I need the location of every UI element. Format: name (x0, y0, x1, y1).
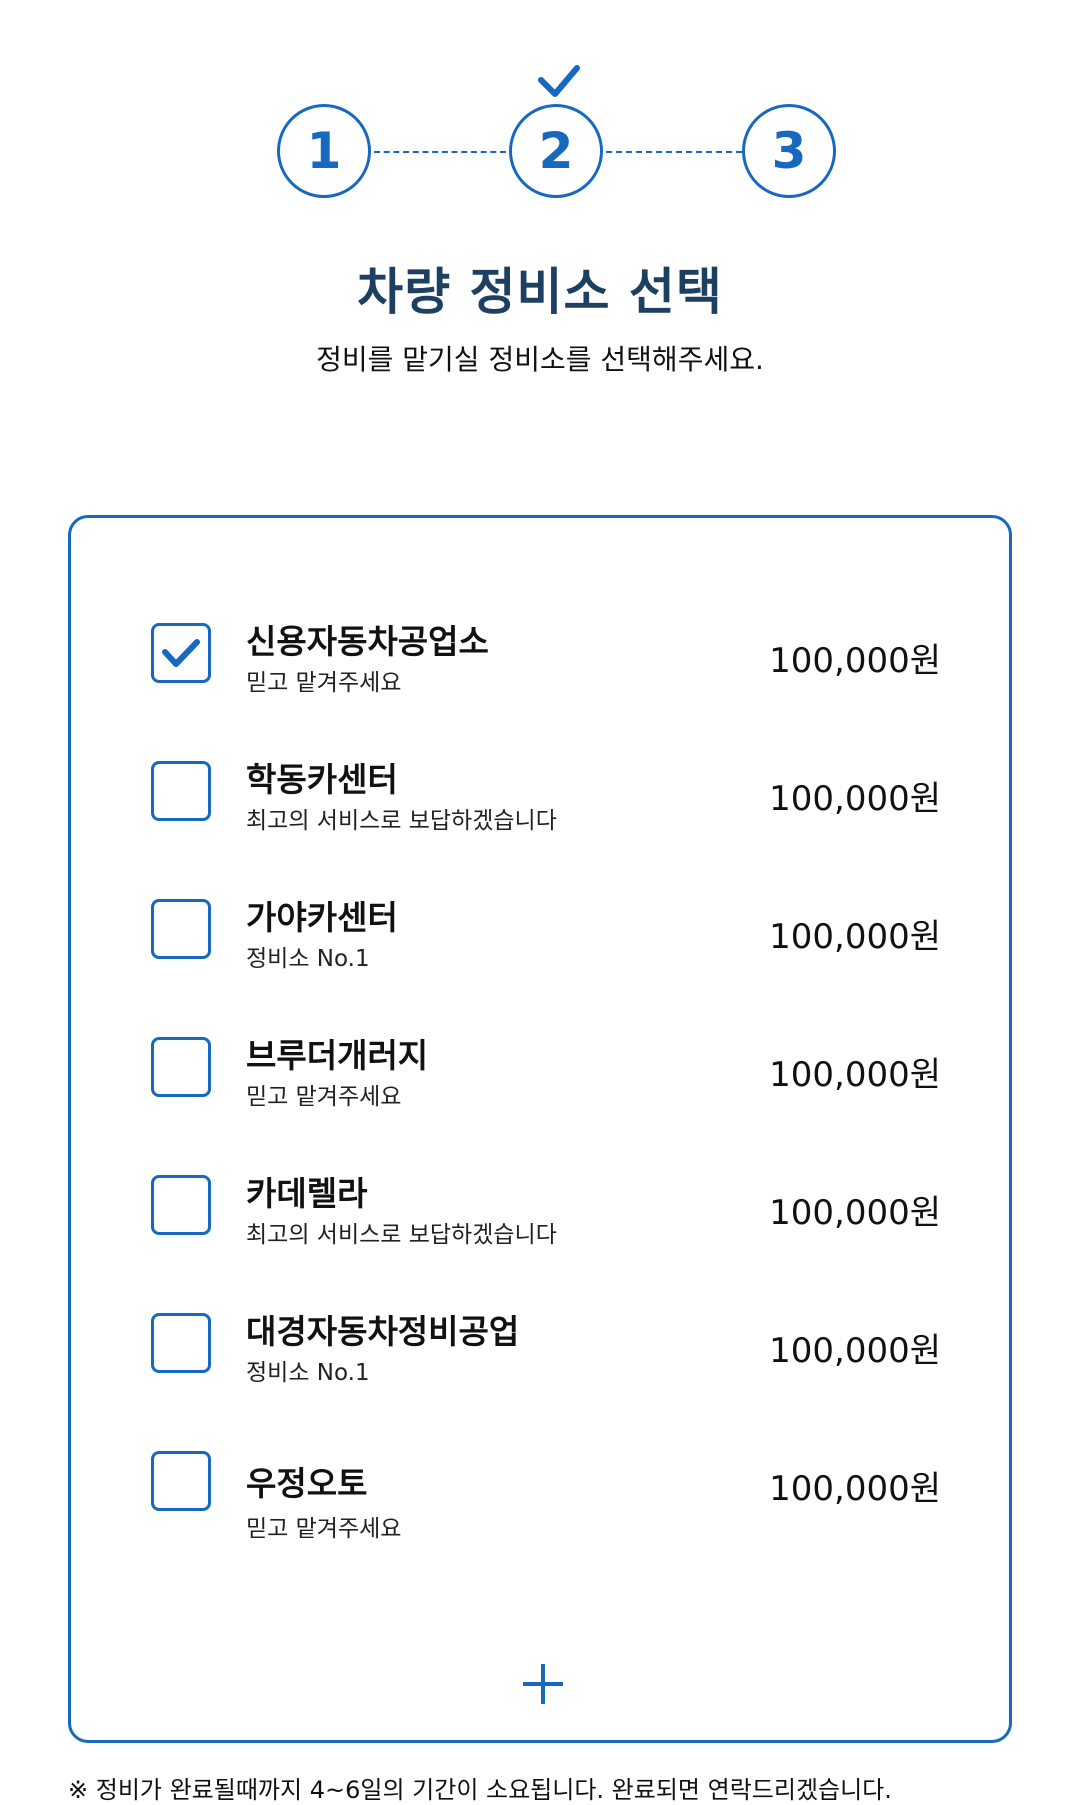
shop-price: 100,000원 (769, 1193, 941, 1233)
shop-checkbox[interactable] (151, 761, 211, 821)
shop-name: 학동카센터 (246, 760, 398, 799)
page-subtitle: 정비를 맡기실 정비소를 선택해주세요. (316, 343, 764, 376)
step-connector (374, 151, 506, 153)
step-3: 3 (742, 104, 836, 198)
step-connector (606, 151, 742, 153)
checkmark-icon (162, 639, 200, 667)
add-shop-button[interactable] (519, 1660, 567, 1708)
shop-name: 우정오토 (246, 1464, 368, 1503)
shop-price: 100,000원 (769, 1055, 941, 1095)
shop-desc: 믿고 맡겨주세요 (246, 1516, 402, 1542)
shop-price: 100,000원 (769, 1469, 941, 1509)
shop-desc: 정비소 No.1 (246, 1360, 370, 1386)
shop-price: 100,000원 (769, 779, 941, 819)
shop-row[interactable]: 신용자동차공업소 믿고 맡겨주세요 100,000원 (151, 593, 941, 696)
current-step-check-icon (538, 65, 580, 97)
shop-desc: 믿고 맡겨주세요 (246, 670, 402, 696)
notice-text: ※ 정비가 완료될때까지 4~6일의 기간이 소요됩니다. 완료되면 연락드리겠… (68, 1776, 892, 1804)
shop-row[interactable]: 카데렐라 최고의 서비스로 보답하겠습니다 100,000원 (151, 1145, 941, 1248)
shop-checkbox[interactable] (151, 1313, 211, 1373)
shop-price: 100,000원 (769, 1331, 941, 1371)
shop-desc: 최고의 서비스로 보답하겠습니다 (246, 1222, 557, 1248)
shop-checkbox[interactable] (151, 1451, 211, 1511)
shop-desc: 최고의 서비스로 보답하겠습니다 (246, 808, 557, 834)
shop-row[interactable]: 우정오토 믿고 맡겨주세요 100,000원 (151, 1421, 941, 1542)
page-title: 차량 정비소 선택 (357, 263, 723, 321)
shop-checkbox[interactable] (151, 899, 211, 959)
progress-stepper: 1 2 3 (0, 0, 1080, 220)
step-1: 1 (277, 104, 371, 198)
shop-price: 100,000원 (769, 917, 941, 957)
shop-desc: 정비소 No.1 (246, 946, 370, 972)
shop-row[interactable]: 브루더개러지 믿고 맡겨주세요 100,000원 (151, 1007, 941, 1110)
shop-name: 가야카센터 (246, 898, 398, 937)
shop-name: 카데렐라 (246, 1174, 368, 1213)
shop-checkbox[interactable] (151, 1175, 211, 1235)
plus-icon (523, 1664, 563, 1704)
shop-desc: 믿고 맡겨주세요 (246, 1084, 402, 1110)
shop-row[interactable]: 학동카센터 최고의 서비스로 보답하겠습니다 100,000원 (151, 731, 941, 834)
shop-checkbox[interactable] (151, 623, 211, 683)
shop-name: 신용자동차공업소 (246, 622, 489, 661)
shop-row[interactable]: 가야카센터 정비소 No.1 100,000원 (151, 869, 941, 972)
shop-checkbox[interactable] (151, 1037, 211, 1097)
shop-list-card: 신용자동차공업소 믿고 맡겨주세요 100,000원 학동카센터 최고의 서비스… (68, 515, 1012, 1743)
shop-name: 대경자동차정비공업 (246, 1312, 520, 1351)
shop-row[interactable]: 대경자동차정비공업 정비소 No.1 100,000원 (151, 1283, 941, 1386)
shop-price: 100,000원 (769, 641, 941, 681)
step-2: 2 (509, 104, 603, 198)
shop-name: 브루더개러지 (246, 1036, 429, 1075)
